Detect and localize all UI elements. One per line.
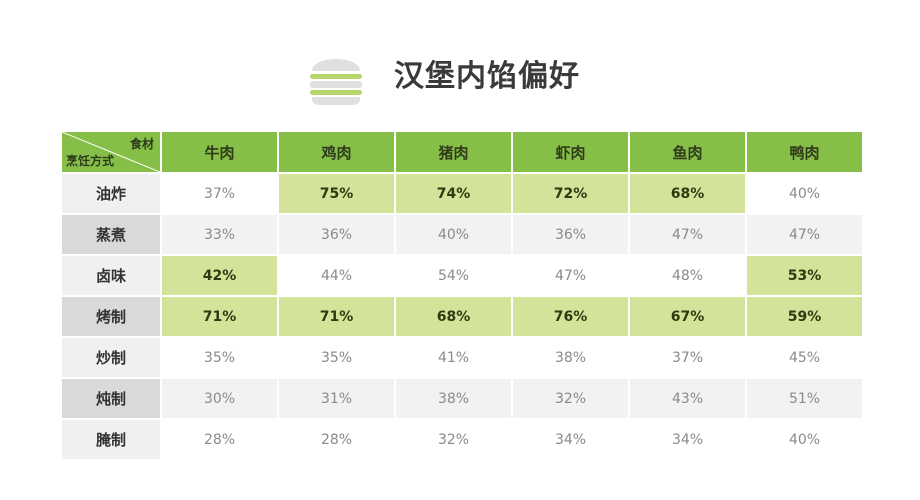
table-cell: 31%: [279, 379, 394, 418]
table-cell: 71%: [279, 297, 394, 336]
table-body: 油炸 37% 75% 74% 72% 68% 40% 蒸煮 33% 36% 40% 36% 47% 47%…: [62, 174, 862, 459]
table-row: 腌制 28% 28% 32% 34% 34% 40%: [62, 420, 862, 459]
table-cell: 74%: [396, 174, 511, 213]
row-header: 炒制: [62, 338, 160, 377]
row-header: 烤制: [62, 297, 160, 336]
table-cell: 54%: [396, 256, 511, 295]
row-header: 卤味: [62, 256, 160, 295]
table-cell: 35%: [279, 338, 394, 377]
table-cell: 40%: [747, 174, 862, 213]
table-cell: 47%: [747, 215, 862, 254]
table-cell: 38%: [513, 338, 628, 377]
column-header: 鱼肉: [630, 132, 745, 172]
row-dimension-label: 烹饪方式: [66, 154, 115, 168]
table-cell: 51%: [747, 379, 862, 418]
table-cell: 43%: [630, 379, 745, 418]
table-cell: 59%: [747, 297, 862, 336]
table-header-row: 食材 烹饪方式 牛肉 鸡肉 猪肉 虾肉 鱼肉 鸭肉: [62, 132, 862, 172]
column-header: 牛肉: [162, 132, 277, 172]
preference-table: 食材 烹饪方式 牛肉 鸡肉 猪肉 虾肉 鱼肉 鸭肉 油炸 37% 75% 74% 72% 68% 40…: [60, 130, 864, 461]
table-cell: 33%: [162, 215, 277, 254]
row-header: 油炸: [62, 174, 160, 213]
page-title: 汉堡内馅偏好: [394, 59, 580, 94]
table-cell: 67%: [630, 297, 745, 336]
table-row: 烤制 71% 71% 68% 76% 67% 59%: [62, 297, 862, 336]
table-cell: 41%: [396, 338, 511, 377]
preference-table-container: 食材 烹饪方式 牛肉 鸡肉 猪肉 虾肉 鱼肉 鸭肉 油炸 37% 75% 74% 72% 68% 40…: [60, 130, 864, 461]
table-cell: 32%: [513, 379, 628, 418]
table-cell: 68%: [630, 174, 745, 213]
table-row: 卤味 42% 44% 54% 47% 48% 53%: [62, 256, 862, 295]
table-cell: 75%: [279, 174, 394, 213]
column-dimension-label: 食材: [129, 137, 154, 151]
table-row: 炖制 30% 31% 38% 32% 43% 51%: [62, 379, 862, 418]
table-cell: 71%: [162, 297, 277, 336]
column-header: 猪肉: [396, 132, 511, 172]
table-cell: 32%: [396, 420, 511, 459]
table-cell: 45%: [747, 338, 862, 377]
table-cell: 53%: [747, 256, 862, 295]
table-cell: 28%: [279, 420, 394, 459]
table-cell: 76%: [513, 297, 628, 336]
column-header: 鸡肉: [279, 132, 394, 172]
table-cell: 28%: [162, 420, 277, 459]
table-row: 炒制 35% 35% 41% 38% 37% 45%: [62, 338, 862, 377]
corner-diagonal: [62, 132, 160, 172]
table-cell: 40%: [396, 215, 511, 254]
table-cell: 47%: [630, 215, 745, 254]
table-cell: 36%: [513, 215, 628, 254]
header: 汉堡内馅偏好: [306, 46, 580, 108]
table-cell: 72%: [513, 174, 628, 213]
table-cell: 35%: [162, 338, 277, 377]
table-cell: 48%: [630, 256, 745, 295]
table-cell: 30%: [162, 379, 277, 418]
table-cell: 38%: [396, 379, 511, 418]
table-cell: 40%: [747, 420, 862, 459]
table-corner-cell: 食材 烹饪方式: [62, 132, 160, 172]
table-row: 油炸 37% 75% 74% 72% 68% 40%: [62, 174, 862, 213]
table-cell: 36%: [279, 215, 394, 254]
table-cell: 47%: [513, 256, 628, 295]
table-cell: 37%: [162, 174, 277, 213]
hamburger-icon: [306, 49, 366, 105]
table-cell: 37%: [630, 338, 745, 377]
table-cell: 34%: [513, 420, 628, 459]
table-row: 蒸煮 33% 36% 40% 36% 47% 47%: [62, 215, 862, 254]
table-cell: 68%: [396, 297, 511, 336]
table-cell: 44%: [279, 256, 394, 295]
row-header: 炖制: [62, 379, 160, 418]
column-header: 虾肉: [513, 132, 628, 172]
row-header: 蒸煮: [62, 215, 160, 254]
row-header: 腌制: [62, 420, 160, 459]
column-header: 鸭肉: [747, 132, 862, 172]
table-cell: 42%: [162, 256, 277, 295]
table-cell: 34%: [630, 420, 745, 459]
